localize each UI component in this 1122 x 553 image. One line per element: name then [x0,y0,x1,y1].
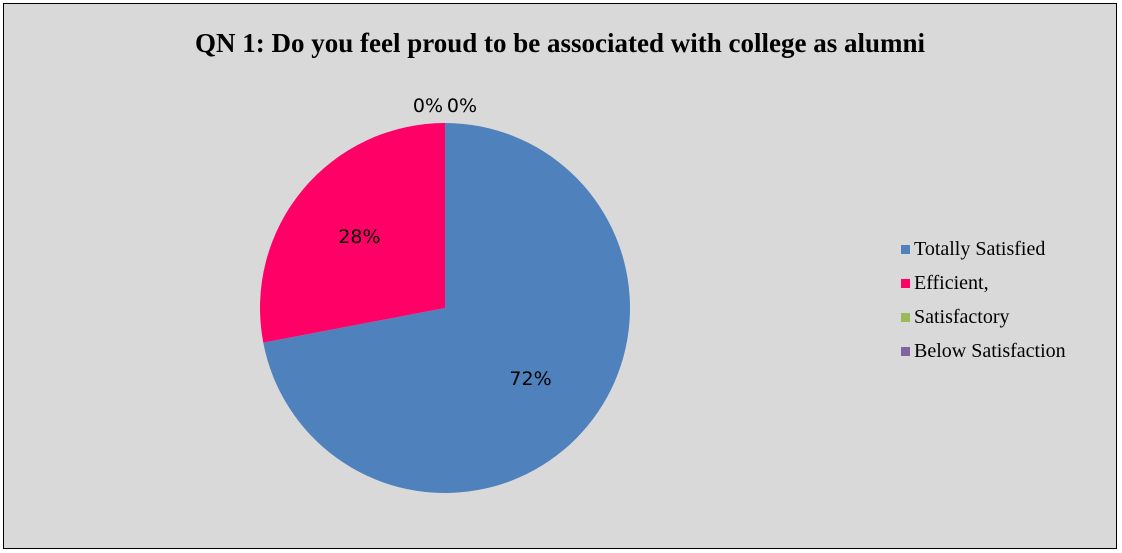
legend-swatch [901,312,910,322]
legend: Totally Satisfied Efficient, Satisfactory B… [901,232,1066,368]
legend-swatch [901,278,910,288]
legend-label: Totally Satisfied [914,237,1046,260]
legend-item-totally-satisfied: Totally Satisfied [901,232,1066,266]
legend-item-efficient: Efficient, [901,266,1066,300]
data-label-satisfactory: 0% [413,95,443,117]
legend-label: Satisfactory [914,305,1010,328]
legend-swatch [901,346,910,356]
legend-label: Below Satisfaction [914,339,1066,362]
pie-plot: 72% 28% 0% 0% [260,95,630,494]
legend-item-below-satisfaction: Below Satisfaction [901,334,1066,368]
legend-label: Efficient, [914,271,989,294]
pie-slice-totally-satisfied [263,123,630,494]
data-label-efficient: 28% [338,226,380,248]
data-label-totally-satisfied: 72% [509,368,551,390]
chart-area: QN 1: Do you feel proud to be associated… [3,3,1117,549]
data-label-below-satisfaction: 0% [447,95,477,117]
chart-title: QN 1: Do you feel proud to be associated… [195,28,925,58]
legend-item-satisfactory: Satisfactory [901,300,1066,334]
legend-swatch [901,244,910,254]
pie-slice-efficient [260,123,445,343]
